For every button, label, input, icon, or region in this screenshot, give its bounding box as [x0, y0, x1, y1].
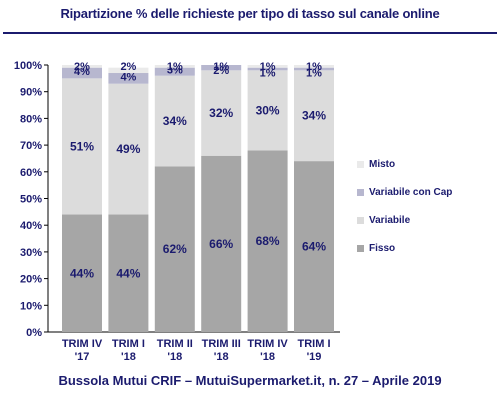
bar-segment-variabile-con-cap	[154, 67, 195, 76]
legend-label: Fisso	[369, 242, 396, 254]
legend-label: Misto	[369, 158, 396, 170]
data-label: 4%	[120, 71, 136, 83]
x-tick-label: TRIM IV '17	[62, 338, 103, 363]
data-label: 30%	[256, 103, 280, 117]
x-tick-label: TRIM I '19	[298, 338, 331, 363]
y-tick-label: 0%	[26, 327, 42, 339]
bar-segment-misto	[154, 65, 195, 68]
data-label: 4%	[74, 66, 90, 78]
legend-swatch	[357, 160, 364, 168]
legend-label: Variabile con Cap	[369, 186, 453, 198]
chart-legend: Misto Variabile con Cap Variabile Fisso	[357, 150, 452, 262]
chart-title: Ripartizione % delle richieste per tipo …	[60, 6, 440, 21]
bar-segment-variabile-con-cap	[201, 65, 242, 71]
bar-segment-fisso	[62, 214, 102, 332]
data-label: 32%	[209, 106, 233, 120]
y-tick-label: 50%	[20, 194, 42, 206]
y-tick-label: 100%	[14, 60, 42, 72]
bar-segment-variabile	[201, 70, 242, 156]
legend-swatch	[357, 188, 364, 196]
data-label: 66%	[209, 237, 233, 251]
legend-swatch	[357, 216, 364, 224]
bar-segment-variabile-con-cap	[108, 73, 149, 84]
data-label: 68%	[256, 234, 280, 248]
data-label: 3%	[167, 65, 183, 77]
bar-segment-variabile-con-cap	[294, 67, 334, 71]
legend-item-misto: Misto	[357, 150, 452, 178]
legend-label: Variabile	[369, 214, 411, 226]
y-tick-label: 40%	[20, 220, 42, 232]
data-label: 2%	[213, 65, 229, 77]
bar-segment-fisso	[247, 150, 288, 332]
data-label: 44%	[116, 266, 140, 280]
bar-segment-variabile	[108, 83, 149, 215]
x-tick-label: TRIM IV '18	[247, 338, 288, 363]
bar-segment-variabile	[62, 78, 102, 215]
data-label: 34%	[302, 109, 326, 123]
bar-segment-fisso	[294, 161, 334, 332]
y-tick-label: 20%	[20, 274, 42, 286]
x-tick-label: TRIM III '18	[202, 338, 241, 363]
y-tick-label: 60%	[20, 167, 42, 179]
bar-segment-misto	[108, 67, 149, 74]
y-tick-label: 80%	[20, 113, 42, 125]
data-label: 44%	[70, 266, 94, 280]
legend-item-fisso: Fisso	[357, 234, 452, 262]
data-label: 62%	[163, 242, 187, 256]
bar-segment-variabile	[154, 75, 195, 167]
data-label: 2%	[120, 61, 136, 73]
data-label: 1%	[213, 61, 229, 73]
data-label: 1%	[306, 68, 322, 80]
bar-segment-misto	[62, 65, 102, 68]
data-label: 34%	[163, 114, 187, 128]
bar-segment-misto	[247, 65, 288, 68]
data-label: 49%	[116, 142, 140, 156]
bar-segment-variabile	[247, 70, 288, 151]
data-label: 51%	[70, 139, 94, 153]
data-label: 64%	[302, 240, 326, 254]
bar-segment-misto	[294, 65, 334, 68]
bar-segment-variabile	[294, 70, 334, 162]
bar-segment-fisso	[154, 166, 195, 332]
y-tick-label: 70%	[20, 140, 42, 152]
bar-segment-fisso	[108, 214, 149, 332]
legend-item-variabile: Variabile	[357, 206, 452, 234]
x-tick-label: TRIM II '18	[157, 338, 193, 363]
y-tick-label: 10%	[20, 300, 42, 312]
data-label: 1%	[260, 61, 276, 73]
data-label: 1%	[260, 68, 276, 80]
legend-item-variabile-con-cap: Variabile con Cap	[357, 178, 452, 206]
x-tick-label: TRIM I '18	[112, 338, 145, 363]
legend-swatch	[357, 244, 364, 252]
bar-segment-variabile-con-cap	[247, 67, 288, 71]
data-label: 2%	[74, 61, 90, 73]
y-tick-label: 30%	[20, 247, 42, 259]
data-label: 1%	[167, 61, 183, 73]
title-divider	[3, 32, 497, 34]
source-footer: Bussola Mutui CRIF – MutuiSupermarket.it…	[58, 373, 442, 388]
bar-segment-fisso	[201, 155, 242, 332]
bar-segment-variabile-con-cap	[62, 67, 102, 79]
data-label: 1%	[306, 61, 322, 73]
y-tick-label: 90%	[20, 87, 42, 99]
